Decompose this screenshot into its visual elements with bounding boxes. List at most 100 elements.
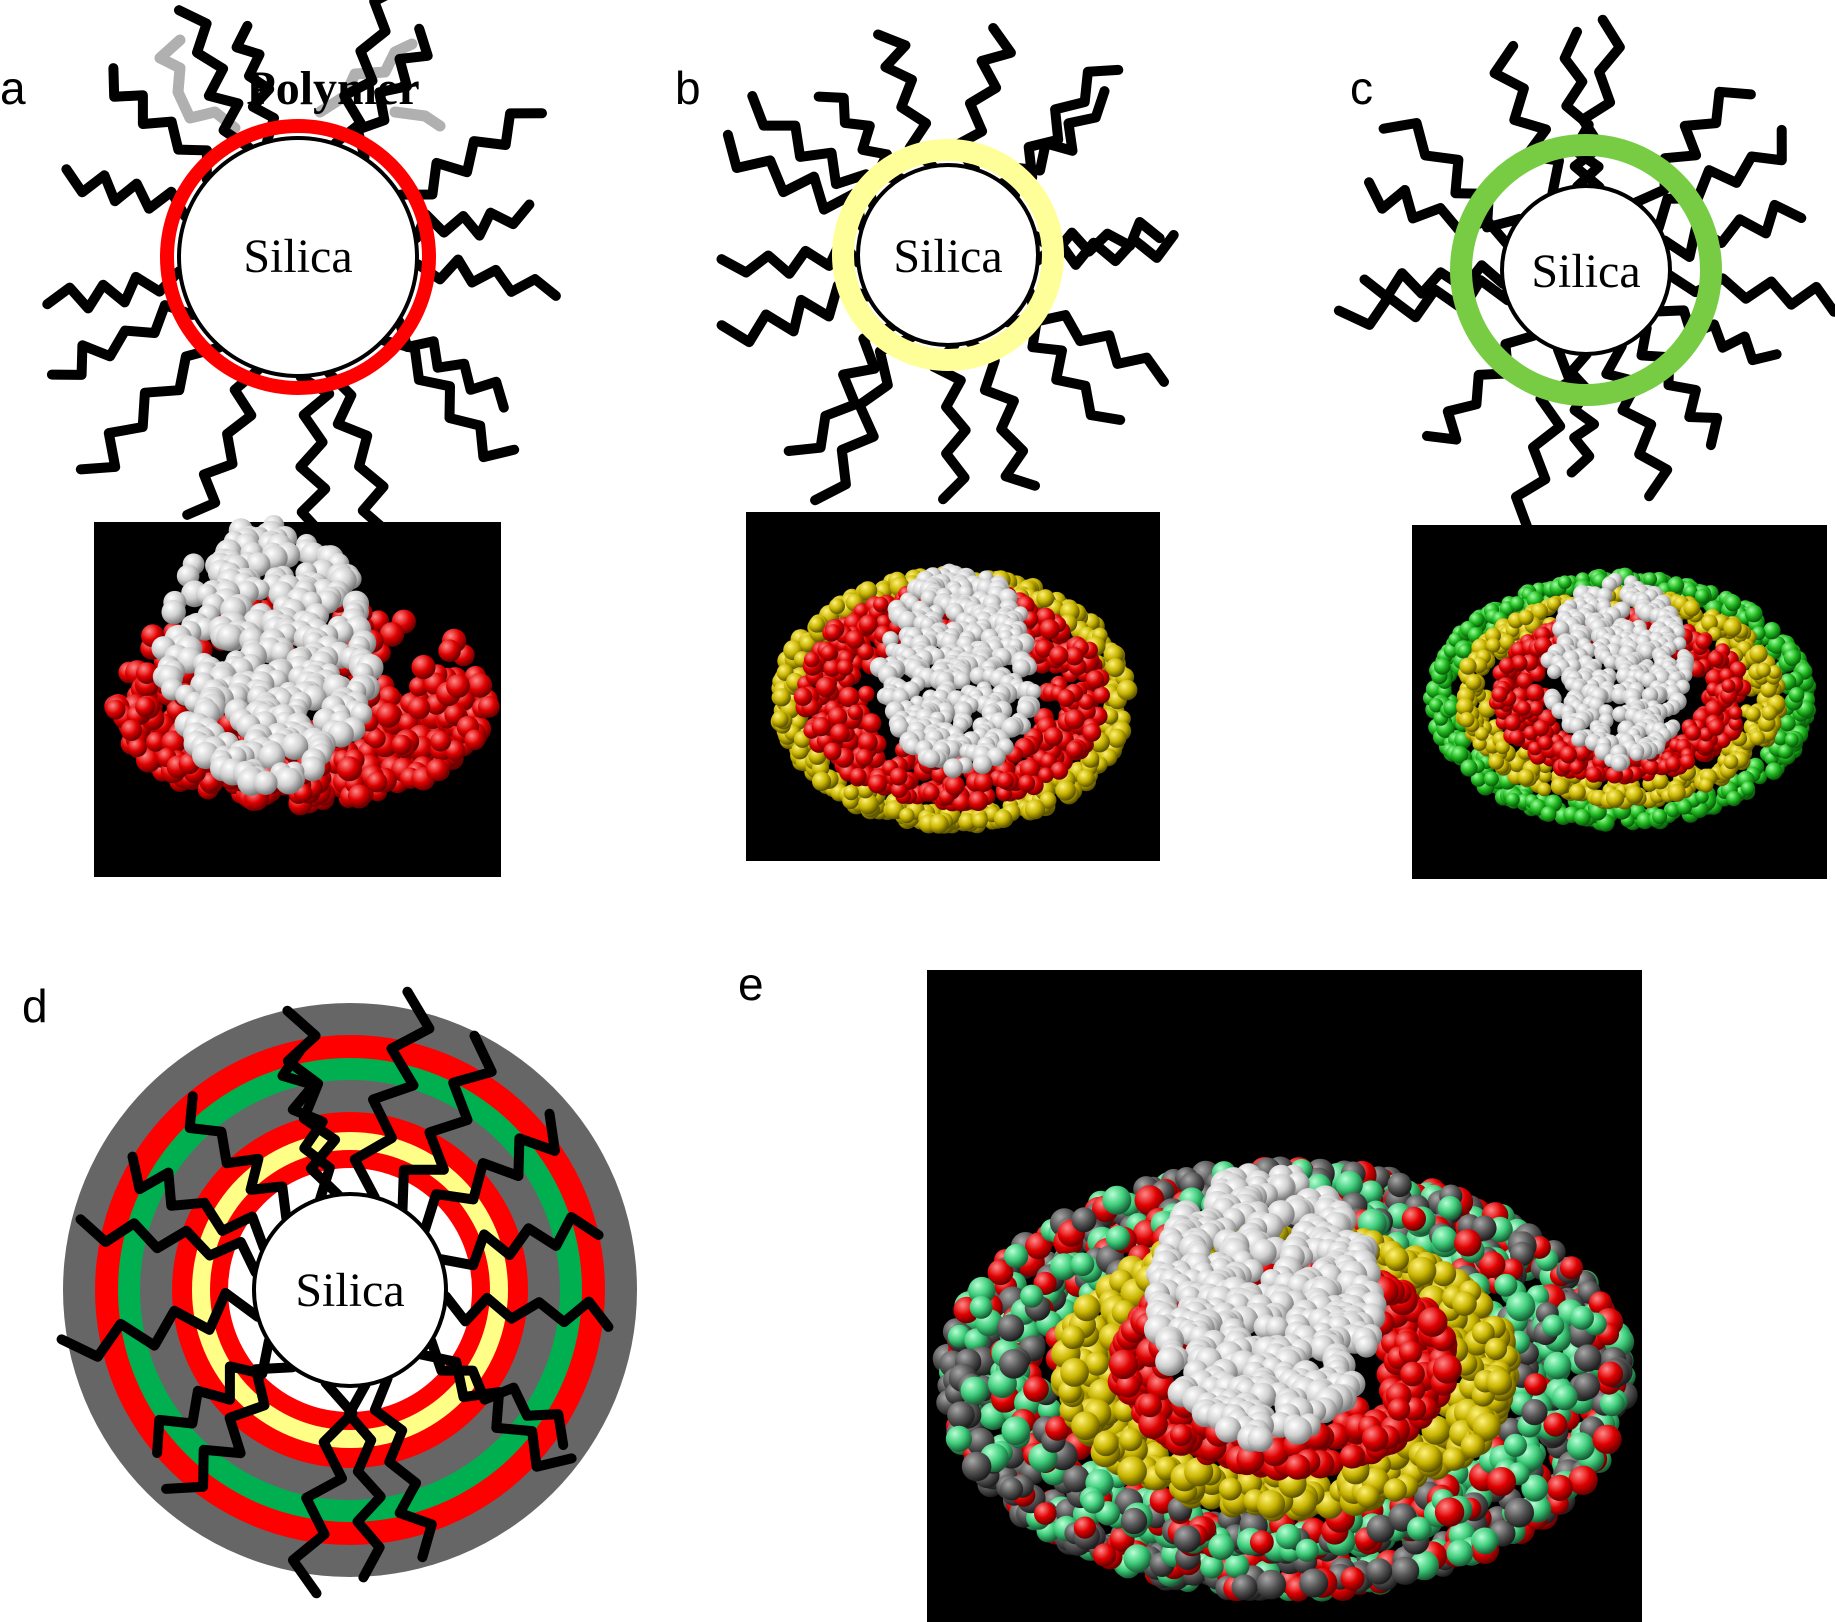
- polymer-chain: [1559, 26, 1604, 192]
- bead: [1085, 670, 1105, 689]
- bead: [1516, 701, 1531, 716]
- bead: [968, 791, 989, 811]
- bead: [1592, 1424, 1622, 1454]
- bead: [1721, 679, 1736, 693]
- bead: [1537, 782, 1552, 797]
- bead: [1064, 709, 1085, 730]
- bead: [899, 807, 915, 824]
- panel-letter-a: a: [0, 62, 26, 114]
- bead: [1034, 1502, 1057, 1525]
- bead: [1707, 718, 1725, 736]
- bead: [1049, 646, 1069, 666]
- polymer-chain: [287, 1377, 358, 1599]
- bead: [1250, 1530, 1274, 1555]
- bead: [858, 614, 878, 634]
- silica-bead: [1547, 664, 1562, 680]
- bead: [996, 772, 1014, 790]
- bead: [1057, 689, 1075, 707]
- bead: [1559, 1256, 1584, 1280]
- polymer-chain: [108, 63, 212, 185]
- bead: [1723, 754, 1739, 770]
- bead: [1724, 594, 1742, 612]
- bead: [1020, 1284, 1044, 1308]
- bead: [1749, 644, 1768, 663]
- bead: [889, 767, 908, 786]
- bead: [1446, 1539, 1474, 1567]
- bead: [478, 695, 500, 718]
- bead: [803, 651, 820, 668]
- bead: [1517, 768, 1535, 786]
- polymer-chain: [352, 23, 433, 163]
- silica-label: Silica: [893, 230, 1002, 283]
- bead: [858, 794, 879, 815]
- bead: [1763, 622, 1781, 640]
- polymer-label: Polymer: [246, 62, 419, 115]
- panel-letter-c: c: [1350, 62, 1373, 114]
- shell-ring: [832, 139, 1064, 371]
- bead: [1574, 1344, 1602, 1372]
- silica-bead: [161, 599, 186, 625]
- bead: [1543, 1412, 1568, 1437]
- bead: [808, 616, 825, 633]
- polymer-chain: [873, 29, 938, 172]
- bead: [838, 686, 860, 708]
- bead: [1498, 657, 1516, 674]
- bead: [855, 748, 874, 767]
- bead: [969, 1295, 993, 1319]
- bead: [1065, 647, 1084, 666]
- polymer-chain: [127, 1151, 269, 1253]
- bead: [1532, 720, 1550, 737]
- bead: [1055, 780, 1076, 801]
- silica-label: Silica: [1531, 245, 1640, 298]
- silica-label: Silica: [243, 230, 352, 283]
- polymer-chain: [1422, 330, 1539, 445]
- bead: [1019, 758, 1041, 780]
- shell-ring: [160, 119, 436, 395]
- silica-bead: [300, 756, 325, 782]
- polymer-chain: [323, 368, 392, 537]
- bead: [1459, 712, 1475, 728]
- bead: [146, 731, 166, 752]
- bead: [1625, 785, 1644, 804]
- panel-a-schematic: Silica Polymer: [42, 0, 561, 542]
- bead: [1570, 1305, 1594, 1330]
- bead: [1401, 1206, 1426, 1231]
- bead: [1506, 1291, 1536, 1322]
- bead: [1024, 799, 1046, 820]
- bead: [1652, 808, 1668, 825]
- silica-bead: [216, 624, 244, 652]
- polymer-chain: [295, 372, 335, 542]
- bead: [1034, 639, 1053, 658]
- panel-c-simulation: [1412, 525, 1827, 879]
- bead: [1503, 1433, 1527, 1457]
- bead: [1494, 1273, 1518, 1297]
- bead: [847, 704, 863, 720]
- bead: [1541, 1314, 1565, 1337]
- silica-bead: [253, 771, 278, 795]
- bead: [1726, 791, 1742, 807]
- bead: [464, 729, 486, 751]
- bead: [1679, 754, 1696, 770]
- panel-d-schematic: Silica: [56, 986, 637, 1599]
- bead: [1065, 740, 1084, 759]
- bead: [1723, 618, 1742, 637]
- bead: [857, 685, 875, 703]
- bead: [391, 734, 412, 755]
- bead: [1105, 1225, 1131, 1251]
- polymer-chain: [747, 91, 878, 211]
- bead: [771, 710, 789, 728]
- panel-b-schematic: Silica: [716, 23, 1179, 506]
- polymer-chain: [1659, 199, 1807, 262]
- polymer-chain: [783, 321, 898, 456]
- polymer-chain: [174, 5, 254, 153]
- bead: [1460, 759, 1478, 777]
- bead: [1077, 769, 1095, 788]
- bead: [1050, 761, 1069, 780]
- bead: [1454, 1229, 1482, 1257]
- bead: [1093, 686, 1110, 704]
- silica-bead: [921, 749, 941, 769]
- bead: [1512, 655, 1528, 671]
- bead: [772, 688, 791, 707]
- bead: [820, 644, 837, 661]
